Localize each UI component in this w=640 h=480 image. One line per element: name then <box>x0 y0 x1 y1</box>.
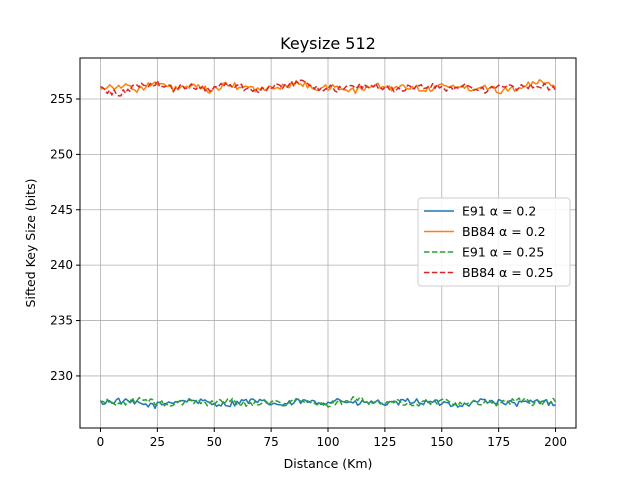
x-tick-label: 0 <box>97 435 105 449</box>
x-tick-label: 100 <box>317 435 340 449</box>
chart-title: Keysize 512 <box>280 34 376 53</box>
series-line-1 <box>99 397 556 410</box>
y-tick-label: 255 <box>50 92 73 106</box>
series-line-3 <box>100 396 557 408</box>
x-tick-label: 125 <box>373 435 396 449</box>
legend: E91 α = 0.2 BB84 α = 0.2 E91 α = 0.25 BB84 … <box>417 197 571 287</box>
y-tick-label: 240 <box>50 258 73 272</box>
legend-label: E91 α = 0.25 <box>462 245 544 260</box>
y-tick-label: 245 <box>50 203 73 217</box>
grid <box>80 58 576 428</box>
legend-label: E91 α = 0.2 <box>462 204 536 219</box>
y-axis-label: Sifted Key Size (bits) <box>23 179 38 308</box>
legend-label: BB84 α = 0.2 <box>462 224 546 239</box>
x-tick-label: 75 <box>263 435 278 449</box>
legend-box <box>417 197 571 287</box>
x-tick-label: 175 <box>487 435 510 449</box>
x-tick-label: 50 <box>207 435 222 449</box>
series-line-2 <box>100 78 557 95</box>
y-tick-label: 230 <box>50 369 73 383</box>
x-axis-label: Distance (Km) <box>284 456 373 471</box>
series-layer <box>99 78 557 410</box>
ticks: 0 25 50 75 100 125 150 175 200 230 235 240 245 250 255 <box>50 92 567 449</box>
x-tick-label: 200 <box>544 435 567 449</box>
y-tick-label: 235 <box>50 314 73 328</box>
legend-label: BB84 α = 0.25 <box>462 265 554 280</box>
x-tick-label: 25 <box>150 435 165 449</box>
y-tick-label: 250 <box>50 147 73 161</box>
x-tick-label: 150 <box>430 435 453 449</box>
